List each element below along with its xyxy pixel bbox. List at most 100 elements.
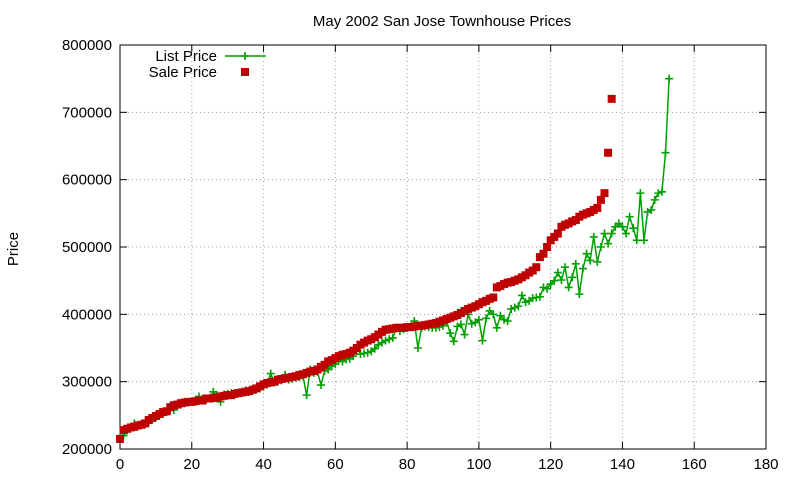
series-list-price	[119, 74, 674, 440]
data-point-plus	[607, 229, 616, 238]
data-point-plus	[413, 344, 422, 352]
data-point-plus	[600, 229, 609, 238]
data-point-plus	[482, 314, 491, 323]
data-point-plus	[575, 290, 584, 299]
legend-label: Sale Price	[149, 64, 217, 81]
data-point-plus	[564, 283, 573, 292]
data-point-plus	[647, 205, 656, 214]
data-point-square	[600, 189, 609, 198]
data-point-plus	[514, 302, 523, 311]
data-point-plus	[582, 249, 591, 258]
x-tick-label: 180	[753, 456, 778, 473]
series-sale-price	[116, 94, 616, 443]
data-point-plus	[388, 333, 397, 342]
x-tick-label: 160	[682, 456, 707, 473]
data-point-square	[596, 195, 605, 204]
ticks: 0 20 40 60 80 100 120 140 160 180 200000 300000 4000…	[62, 37, 779, 473]
data-point-plus	[622, 229, 631, 238]
x-tick-label: 80	[399, 456, 416, 473]
grid	[120, 45, 766, 449]
data-point-plus	[543, 284, 552, 293]
data-point-square	[489, 293, 498, 302]
y-tick-label: 800000	[62, 37, 112, 54]
data-point-plus	[650, 195, 659, 204]
legend-entry: Sale Price	[149, 64, 249, 81]
data-point-square	[607, 94, 616, 103]
data-point-plus	[636, 189, 645, 198]
y-tick-label: 600000	[62, 172, 112, 189]
data-point-plus	[489, 310, 498, 319]
data-point-plus	[629, 224, 638, 233]
data-point-plus	[507, 304, 516, 313]
y-axis-label: Price	[5, 232, 22, 266]
data-point-plus	[492, 323, 501, 332]
data-point-plus	[370, 344, 379, 353]
data-point-plus	[661, 148, 670, 157]
data-point-plus	[381, 336, 390, 345]
data-point-plus	[241, 52, 249, 60]
data-point-plus	[665, 74, 674, 83]
data-point-plus	[510, 303, 519, 312]
data-point-plus	[266, 369, 275, 378]
x-tick-label: 0	[116, 456, 124, 473]
data-point-plus	[500, 315, 509, 324]
data-point-square	[162, 407, 171, 416]
data-point-plus	[557, 275, 566, 284]
data-point-plus	[578, 264, 587, 273]
data-point-square	[593, 203, 602, 212]
data-point-plus	[446, 329, 455, 338]
data-point-plus	[521, 298, 530, 307]
y-tick-label: 500000	[62, 239, 112, 256]
data-point-plus	[550, 276, 559, 285]
data-point-plus	[539, 283, 548, 292]
x-tick-label: 40	[255, 456, 272, 473]
data-point-plus	[302, 391, 311, 400]
data-point-plus	[553, 268, 562, 277]
data-point-plus	[632, 236, 641, 245]
x-tick-label: 100	[466, 456, 491, 473]
data-point-square	[604, 148, 613, 157]
data-point-plus	[639, 236, 648, 245]
y-tick-label: 300000	[62, 374, 112, 391]
x-tick-label: 120	[538, 456, 563, 473]
y-tick-label: 200000	[62, 441, 112, 458]
data-point-plus	[517, 291, 526, 300]
data-point-square	[241, 68, 249, 76]
data-point-plus	[449, 337, 458, 346]
data-point-plus	[561, 263, 570, 272]
legend-entry: List Price	[155, 48, 266, 65]
data-point-square	[116, 434, 124, 443]
data-point-plus	[535, 292, 544, 301]
x-tick-label: 140	[610, 456, 635, 473]
y-tick-label: 400000	[62, 306, 112, 323]
data-point-plus	[363, 348, 372, 357]
data-point-plus	[474, 315, 483, 324]
data-point-plus	[625, 212, 634, 221]
data-point-plus	[593, 257, 602, 266]
data-point-plus	[503, 317, 512, 326]
data-point-plus	[604, 239, 613, 248]
data-point-plus	[596, 243, 605, 251]
data-point-plus	[586, 256, 595, 265]
series	[116, 74, 674, 443]
data-point-plus	[571, 259, 580, 268]
data-point-plus	[496, 311, 505, 320]
data-point-plus	[467, 319, 476, 328]
data-point-plus	[316, 381, 325, 390]
data-point-plus	[589, 232, 598, 241]
data-point-plus	[618, 222, 627, 231]
legend-label: List Price	[155, 48, 217, 65]
chart-title: May 2002 San Jose Townhouse Prices	[313, 13, 571, 30]
x-tick-label: 60	[327, 456, 344, 473]
data-point-square	[532, 263, 541, 272]
data-point-plus	[654, 189, 663, 198]
data-point-plus	[568, 273, 577, 282]
data-point-square	[543, 243, 552, 251]
y-tick-label: 700000	[62, 104, 112, 121]
data-point-plus	[657, 187, 666, 196]
data-point-plus	[460, 330, 469, 339]
data-point-square	[539, 249, 548, 258]
